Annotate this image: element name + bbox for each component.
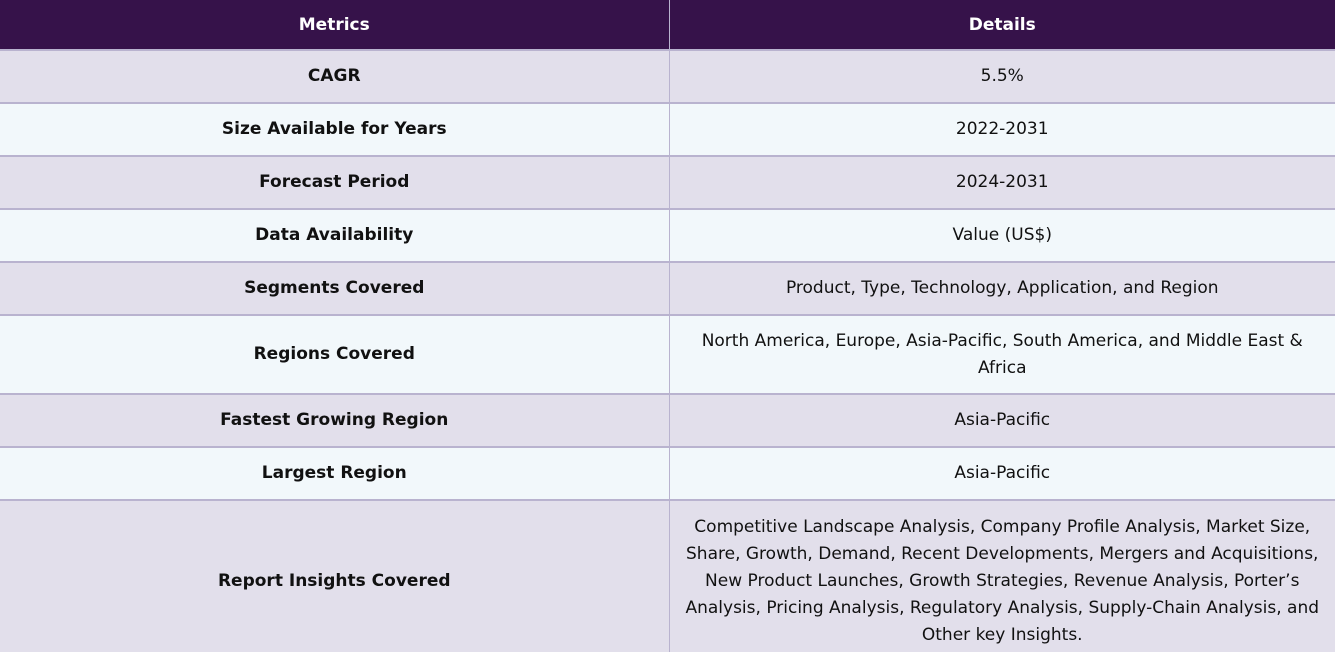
header-row: Metrics Details [0, 0, 1335, 51]
table-row: Report Insights Covered Competitive Land… [0, 500, 1335, 652]
row-metric: Size Available for Years [0, 103, 670, 157]
row-detail: North America, Europe, Asia-Pacific, Sou… [669, 315, 1335, 395]
row-detail: 2022-2031 [669, 103, 1335, 157]
table-row: Fastest Growing Region Asia-Pacific [0, 394, 1335, 448]
row-detail: Value (US$) [669, 209, 1335, 263]
header-metrics: Metrics [0, 0, 670, 51]
row-detail: 2024-2031 [669, 156, 1335, 210]
row-metric: CAGR [0, 50, 670, 104]
row-detail: Product, Type, Technology, Application, … [669, 262, 1335, 316]
table-row: CAGR 5.5% [0, 50, 1335, 104]
table-row: Data Availability Value (US$) [0, 209, 1335, 263]
row-metric: Data Availability [0, 209, 670, 263]
row-detail: 5.5% [669, 50, 1335, 104]
header-details: Details [669, 0, 1335, 51]
row-metric: Fastest Growing Region [0, 394, 670, 448]
row-detail: Asia-Pacific [669, 394, 1335, 448]
row-metric: Segments Covered [0, 262, 670, 316]
table-row: Largest Region Asia-Pacific [0, 447, 1335, 501]
row-metric: Regions Covered [0, 315, 670, 395]
row-detail: Competitive Landscape Analysis, Company … [669, 500, 1335, 652]
table-row: Forecast Period 2024-2031 [0, 156, 1335, 210]
row-metric: Report Insights Covered [0, 500, 670, 652]
row-metric: Forecast Period [0, 156, 670, 210]
table-row: Regions Covered North America, Europe, A… [0, 315, 1335, 395]
table-row: Size Available for Years 2022-2031 [0, 103, 1335, 157]
row-metric: Largest Region [0, 447, 670, 501]
row-detail: Asia-Pacific [669, 447, 1335, 501]
table-row: Segments Covered Product, Type, Technolo… [0, 262, 1335, 316]
